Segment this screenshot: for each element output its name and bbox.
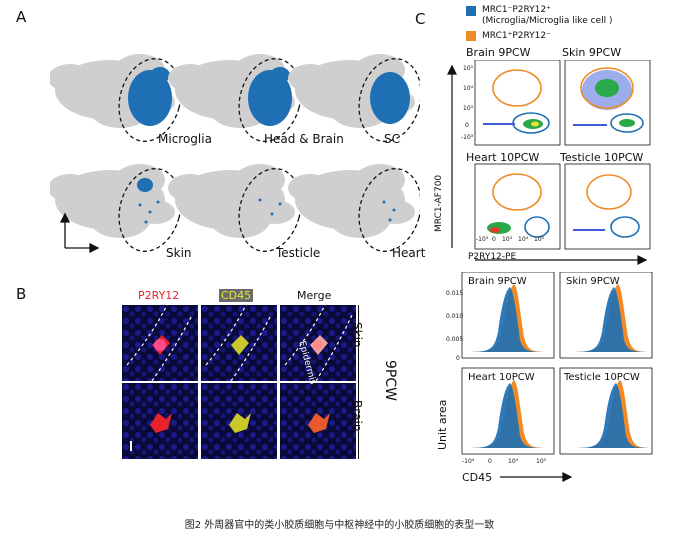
legend-sub-blue: (Microglia/Microglia like cell ) <box>482 16 613 26</box>
figure-caption: 图2 外周器官中的类小胶质细胞与中枢神经中的小胶质细胞的表型一致 <box>184 520 495 531</box>
facs-ytick-4: 0 <box>465 122 469 129</box>
facs-xtick-4: 10⁴ <box>518 236 529 243</box>
age-label: 9PCW <box>382 360 398 401</box>
hist-title-brain: Brain 9PCW <box>468 276 527 287</box>
legend-swatch-blue <box>466 6 476 16</box>
facs-title-heart: Heart 10PCW <box>466 151 540 164</box>
hist-skin <box>559 272 656 359</box>
umap-label-heart: Heart <box>392 246 426 260</box>
hist-ytick-2: 0.010 <box>446 313 464 320</box>
facs-xtick-3: 10³ <box>502 236 513 243</box>
facs-ytick-3: 10³ <box>463 105 474 112</box>
hist-xtick-4: 10⁵ <box>536 458 547 465</box>
col-label-p2ry12: P2RY12 <box>138 289 180 302</box>
histogram-grid <box>461 272 658 482</box>
facs-ytick-1: 10⁵ <box>463 65 474 72</box>
legend-label-blue: MRC1⁻P2RY12⁺ <box>482 5 551 15</box>
img-skin-merge <box>280 305 356 382</box>
hist-title-heart: Heart 10PCW <box>468 372 535 383</box>
hist-xtick-2: 0 <box>488 458 492 465</box>
hist-xlabel: CD45 <box>462 471 493 484</box>
row-label-skin: Skin <box>350 322 364 348</box>
facs-skin <box>564 60 651 146</box>
facs-xtick-1: -10³ <box>476 236 489 243</box>
umap-label-skin: Skin <box>166 246 192 260</box>
facs-ytick-2: 10⁴ <box>463 85 474 92</box>
facs-brain <box>474 60 561 146</box>
row-label-brain: Brain <box>350 400 364 432</box>
umap-axes-arrow <box>59 212 100 254</box>
panel-a-letter: A <box>16 8 27 26</box>
hist-heart <box>461 367 555 455</box>
hist-xtick-3: 10⁴ <box>508 458 519 465</box>
hist-ytick-1: 0.015 <box>446 290 464 297</box>
img-brain-p2ry12 <box>122 383 198 459</box>
col-label-merge: Merge <box>297 289 332 302</box>
img-skin-cd45 <box>201 305 277 382</box>
hist-testicle <box>559 367 658 455</box>
umap-label-microglia: Microglia <box>158 132 212 146</box>
hist-ytick-3: 0.005 <box>446 336 464 343</box>
umap-label-sc: SC <box>384 132 400 146</box>
hist-ylabel: Unit area <box>436 399 449 450</box>
img-brain-merge <box>280 383 356 459</box>
umap-head-brain <box>168 54 302 142</box>
umap-label-testicle: Testicle <box>276 246 321 260</box>
legend-label-orange: MRC1⁺P2RY12⁻ <box>482 31 551 41</box>
umap-skin <box>50 164 182 252</box>
umap-heart <box>288 164 420 252</box>
hist-title-skin: Skin 9PCW <box>566 276 620 287</box>
hist-brain <box>461 272 555 359</box>
facs-title-brain: Brain 9PCW <box>466 46 531 59</box>
umap-testicle <box>168 164 302 252</box>
facs-testicle <box>564 163 651 250</box>
hist-title-testicle: Testicle 10PCW <box>564 372 640 383</box>
hist-xtick-1: -10⁴ <box>462 458 475 465</box>
umap-label-head-brain: Head & Brain <box>264 132 344 146</box>
img-skin-p2ry12 <box>122 305 198 382</box>
hist-ytick-4: 0 <box>456 355 460 362</box>
facs-grid <box>447 60 651 265</box>
col-label-cd45: CD45 <box>219 289 254 302</box>
panel-c-letter: C <box>415 10 426 28</box>
facs-ylabel: MRC1-AF700 <box>434 174 444 232</box>
umap-grid <box>50 54 420 254</box>
facs-ytick-5: -10³ <box>461 134 474 141</box>
facs-title-testicle: Testicle 10PCW <box>560 151 644 164</box>
img-brain-cd45 <box>201 383 277 459</box>
row-divider <box>358 305 359 459</box>
facs-xtick-5: 10⁵ <box>534 236 545 243</box>
panel-b-letter: B <box>16 285 27 303</box>
facs-xtick-2: 0 <box>492 236 496 243</box>
microscopy-grid <box>122 305 356 459</box>
umap-microglia <box>50 54 182 142</box>
facs-title-skin: Skin 9PCW <box>562 46 622 59</box>
legend-swatch-orange <box>466 31 476 41</box>
facs-heart <box>474 163 561 250</box>
facs-xlabel: P2RY12-PE <box>468 252 517 262</box>
umap-sc <box>288 54 420 142</box>
